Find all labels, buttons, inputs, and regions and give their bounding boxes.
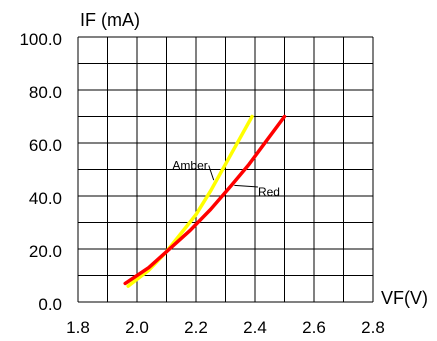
x-tick-label: 2.2: [184, 318, 208, 337]
x-tick-label: 2.0: [125, 318, 149, 337]
y-tick-label: 60.0: [29, 136, 62, 155]
x-tick-label: 2.8: [361, 318, 385, 337]
y-tick-label: 40.0: [29, 189, 62, 208]
x-axis-label: VF(V): [381, 288, 428, 308]
annotation-label-amber: Amber: [172, 159, 207, 173]
annotation-leader-amber: [208, 165, 215, 181]
y-axis-label: IF (mA): [80, 10, 140, 30]
y-tick-label: 0.0: [38, 295, 62, 314]
y-tick-label: 100.0: [19, 30, 62, 49]
x-tick-label: 2.4: [243, 318, 267, 337]
annotation-label-red: Red: [258, 185, 280, 199]
x-tick-label: 2.6: [302, 318, 326, 337]
grid: [77, 36, 374, 303]
tick-labels: 1.8 2.0 2.2 2.4 2.6 2.8 0.0 20.0 40.0 60.0 80.0 100…: [19, 30, 384, 337]
y-tick-label: 80.0: [29, 83, 62, 102]
series-lines: [123, 114, 287, 288]
annotations: Amber Red: [172, 159, 280, 200]
y-tick-label: 20.0: [29, 242, 62, 261]
x-tick-label: 1.8: [66, 318, 90, 337]
series-line-red: [123, 114, 287, 286]
series-line-amber: [126, 114, 254, 288]
annotation-leader-red: [234, 184, 258, 188]
